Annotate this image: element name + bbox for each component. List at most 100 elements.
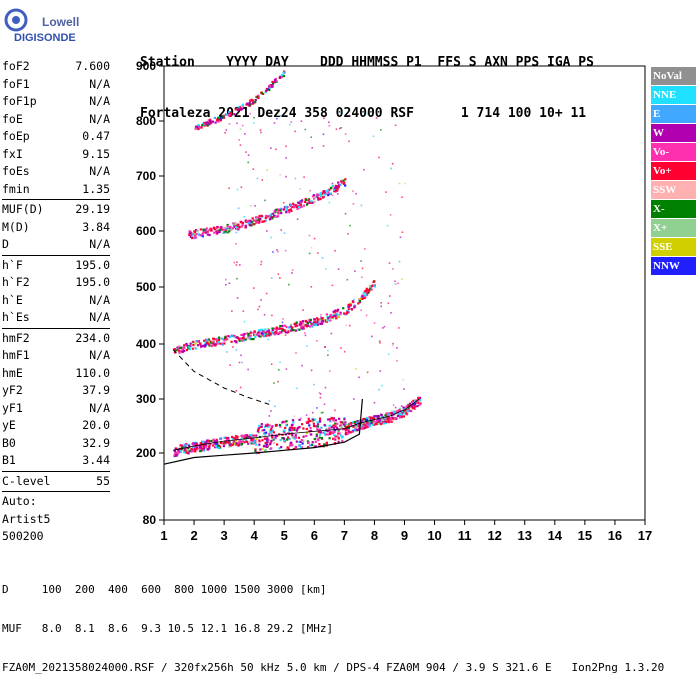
parameter-name: hmE bbox=[2, 365, 23, 380]
y-tick-label: 800 bbox=[136, 114, 156, 128]
echo-point bbox=[274, 77, 277, 80]
legend-item: Vo- bbox=[651, 143, 696, 161]
echo-point bbox=[268, 330, 271, 333]
echo-point bbox=[299, 323, 302, 326]
parameter-list: foF2 7.600 foF1 N/A foF1p N/A foE N/A foEp 0.47 fx… bbox=[2, 58, 110, 546]
echo-point bbox=[216, 340, 219, 343]
echo-point bbox=[294, 177, 297, 180]
echo-point bbox=[329, 319, 332, 322]
echo-point bbox=[316, 323, 319, 326]
echo-point bbox=[276, 443, 279, 446]
legend-item: NNW bbox=[651, 257, 696, 275]
echo-point bbox=[339, 184, 341, 187]
echo-point bbox=[373, 322, 376, 324]
echo-point bbox=[235, 224, 238, 227]
echo-point bbox=[270, 431, 273, 434]
echo-point bbox=[298, 328, 301, 331]
echo-point bbox=[268, 424, 271, 427]
echo-point bbox=[334, 409, 336, 412]
echo-point bbox=[215, 439, 218, 443]
echo-point bbox=[330, 416, 333, 419]
echo-point bbox=[344, 431, 348, 434]
echo-point bbox=[317, 197, 320, 200]
echo-point bbox=[212, 444, 215, 447]
echo-point bbox=[372, 135, 375, 138]
echo-point bbox=[368, 425, 371, 428]
echo-point bbox=[175, 454, 178, 457]
echo-point bbox=[403, 388, 405, 390]
echo-point bbox=[204, 341, 207, 344]
echo-point bbox=[392, 417, 395, 420]
echo-point bbox=[324, 319, 327, 322]
echo-point bbox=[345, 312, 348, 315]
echo-point bbox=[282, 318, 284, 320]
echo-point bbox=[202, 228, 205, 231]
echo-point bbox=[220, 116, 223, 119]
echo-point bbox=[279, 209, 282, 212]
echo-point bbox=[300, 439, 303, 442]
echo-point bbox=[307, 446, 310, 449]
echo-point bbox=[314, 418, 317, 421]
echo-point bbox=[195, 448, 198, 451]
echo-point bbox=[252, 168, 255, 170]
parameter-value: N/A bbox=[89, 111, 110, 126]
echo-point bbox=[256, 177, 259, 180]
echo-point bbox=[399, 407, 402, 410]
echo-point bbox=[299, 203, 302, 206]
echo-point bbox=[226, 338, 229, 341]
echo-point bbox=[287, 436, 290, 439]
echo-point bbox=[331, 194, 334, 197]
echo-point bbox=[281, 327, 284, 330]
echo-point bbox=[194, 347, 198, 350]
echo-point bbox=[241, 221, 245, 224]
dashed-curve bbox=[172, 349, 270, 405]
echo-point bbox=[344, 212, 347, 215]
echo-point bbox=[387, 353, 390, 355]
echo-point bbox=[192, 442, 195, 445]
echo-point bbox=[238, 139, 241, 141]
echo-point bbox=[317, 321, 320, 324]
echo-point bbox=[265, 443, 268, 446]
echo-point bbox=[257, 333, 260, 336]
echo-point bbox=[271, 436, 274, 439]
echo-point bbox=[392, 342, 394, 345]
echo-point bbox=[409, 402, 412, 405]
parameter-value: 37.9 bbox=[82, 383, 110, 397]
echo-point bbox=[284, 205, 287, 208]
echo-point bbox=[337, 185, 340, 189]
footer-file-info: FZA0M_2021358024000.RSF / 320fx256h 50 k… bbox=[2, 661, 665, 674]
echo-point bbox=[311, 418, 314, 421]
echo-point bbox=[222, 228, 225, 231]
echo-point bbox=[272, 216, 275, 219]
x-tick-label: 11 bbox=[458, 528, 472, 543]
echo-point bbox=[237, 227, 240, 230]
echo-point bbox=[346, 310, 349, 313]
echo-point bbox=[321, 257, 324, 259]
echo-point bbox=[302, 324, 305, 328]
echo-point bbox=[349, 224, 351, 227]
echo-point bbox=[306, 202, 309, 205]
echo-point bbox=[386, 413, 390, 416]
echo-point bbox=[300, 200, 303, 204]
echo-point bbox=[215, 119, 219, 122]
echo-point bbox=[343, 181, 346, 184]
echo-point bbox=[227, 436, 230, 440]
echo-point bbox=[318, 442, 321, 446]
echo-point bbox=[316, 195, 319, 198]
echo-point bbox=[378, 156, 380, 159]
echo-point bbox=[316, 407, 318, 409]
echo-point bbox=[203, 446, 206, 449]
echo-point bbox=[318, 392, 321, 394]
echo-point bbox=[333, 430, 336, 434]
echo-point bbox=[272, 431, 275, 434]
echo-point bbox=[403, 407, 406, 410]
echo-point bbox=[228, 230, 231, 233]
echo-point bbox=[352, 421, 355, 424]
echo-point bbox=[266, 215, 270, 218]
echo-point bbox=[345, 324, 348, 326]
echo-point bbox=[340, 180, 343, 183]
echo-point bbox=[267, 425, 270, 428]
x-tick-label: 4 bbox=[251, 528, 259, 543]
echo-point bbox=[256, 331, 259, 334]
echo-point bbox=[247, 442, 250, 445]
